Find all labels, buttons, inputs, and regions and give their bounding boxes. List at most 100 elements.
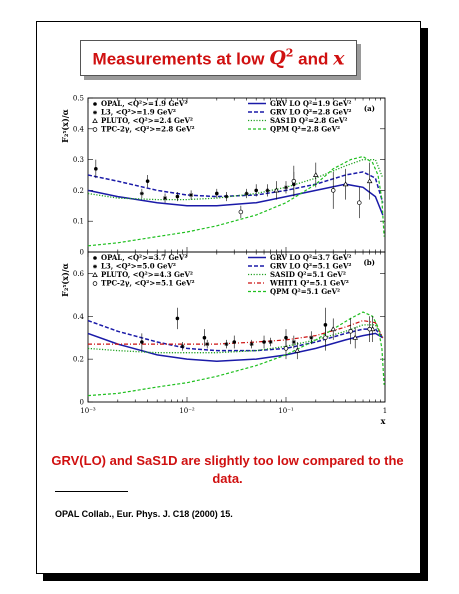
- panel-a-label: (a): [364, 104, 375, 113]
- panel-b-curve-dashdot-red: [88, 319, 384, 345]
- panel-b-point-star: [180, 344, 185, 349]
- panel-a-curve-dashed-green: [88, 155, 385, 247]
- panel-b-point-open-circle: [348, 329, 353, 334]
- panel-a-point-open-circle: [291, 178, 297, 184]
- panel-a-point-triangle: [273, 187, 280, 193]
- panel-b-curve-solid-blue: [88, 332, 384, 363]
- panel-a-legend-data-entry: OPAL, <Q²>=1.9 GeV²: [101, 99, 187, 108]
- panel-a-ytick-label: 0.3: [73, 156, 84, 164]
- panel-b-legend-curve-entry: QPM Q²=5.1 GeV²: [270, 287, 340, 296]
- panel-b-point-star: [309, 335, 314, 340]
- panel-b-curve-dashed-green: [88, 311, 385, 397]
- panel-a-point-filled-circle: [254, 188, 258, 193]
- panel-b-legend-data-entry: PLUTO, <Q²>=4.3 GeV²: [101, 270, 193, 279]
- panel-b-point-star: [268, 340, 273, 344]
- panel-b-xtick-label: 1: [383, 407, 387, 415]
- title-q-exponent: 2: [285, 46, 294, 60]
- slide-frame: [36, 21, 421, 574]
- panel-a-point-star: [224, 194, 229, 199]
- panel-a-point-star: [189, 193, 194, 198]
- panel-a-curve-dashed-blue: [88, 171, 384, 203]
- panel-b-point-filled-circle: [140, 340, 144, 344]
- title-box: Measurements at low Q2 and x: [80, 40, 357, 76]
- panel-b-point-open-circle: [283, 346, 289, 351]
- panel-a-point-filled-circle: [145, 179, 150, 183]
- panel-a-ytick-label: 0.4: [73, 125, 85, 133]
- panel-a-ytick-label: 0.1: [73, 218, 84, 226]
- panel-a-curve-dotted-green: [88, 158, 384, 201]
- panel-b-point-star: [249, 342, 254, 347]
- panel-a-point-triangle: [342, 181, 349, 187]
- panel-b-legend-curve-entry: WHIT1 Q²=5.1 GeV²: [269, 279, 349, 288]
- panel-a-legend-marker-open-circle: [92, 127, 98, 132]
- panel-a-point-star: [284, 185, 288, 190]
- conclusion-text: GRV(LO) and SaS1D are slightly too low c…: [51, 453, 404, 486]
- panel-a-legend-curve-entry: GRV LO Q²=2.8 GeV²: [270, 108, 351, 117]
- panel-b-point-filled-circle: [175, 316, 180, 321]
- footnote-rule: [55, 491, 128, 492]
- panel-b-frame: [87, 251, 386, 403]
- panel-a-point-open-circle: [238, 209, 244, 215]
- panel-a-legend-marker-triangle: [92, 117, 98, 123]
- panel-a-ytick-label: 0.2: [73, 187, 84, 195]
- panel-a-legend-data-entry: L3, <Q²>=1.9 GeV²: [101, 108, 176, 117]
- panel-b-point-star: [205, 342, 210, 347]
- panel-b-ylabel: F₂ˠ(x)/α: [60, 263, 70, 297]
- panel-b-ytick-label: 0.6: [73, 270, 85, 278]
- panel-a-legend-data-entry: TPC-2γ, <Q²>=2.8 GeV²: [101, 125, 195, 134]
- panel-b-legend-curve-entry: GRV LO Q²=3.7 GeV²: [270, 253, 351, 262]
- panel-a-legend-marker-star: [93, 110, 97, 115]
- title-x: x: [333, 47, 345, 70]
- panel-a-point-triangle: [366, 178, 373, 184]
- panel-b-xtick-label: 10⁻²: [179, 407, 195, 415]
- panel-a-ytick-label: 0: [80, 249, 84, 257]
- panel-a-curve-solid-blue: [88, 183, 384, 216]
- panel-a-legend-data-entry: PLUTO, <Q²>=2.4 GeV²: [101, 116, 193, 125]
- panel-a-point-triangle: [313, 171, 319, 177]
- panel-b-curve-dashed-blue: [88, 319, 384, 352]
- panel-b-point-filled-circle: [262, 340, 266, 344]
- panel-b-point-triangle: [352, 334, 358, 340]
- panel-b-point-triangle: [294, 347, 301, 353]
- title-q: Q2: [269, 47, 293, 69]
- panel-b-legend-marker-filled-circle: [93, 256, 97, 260]
- panel-b-point-filled-circle: [232, 340, 237, 344]
- panel-a-point-filled-circle: [215, 191, 219, 196]
- panel-b-legend-data-entry: OPAL, <Q²>=3.7 GeV²: [101, 253, 187, 262]
- title-prefix: Measurements at low: [92, 49, 270, 69]
- panel-b-point-triangle: [330, 326, 337, 332]
- panel-b-legend-data-entry: TPC-2γ, <Q²>=5.1 GeV²: [101, 279, 195, 288]
- panel-a-point-filled-circle: [94, 167, 98, 171]
- panel-a-point-filled-circle: [175, 194, 180, 199]
- panel-a-point-star: [244, 191, 249, 196]
- title-mid: and: [293, 49, 334, 69]
- panel-b-legend-marker-triangle: [92, 271, 98, 277]
- panel-a-legend-curve-entry: GRV LO Q²=1.9 GeV²: [270, 99, 351, 108]
- panel-b-ytick-label: 0.2: [73, 356, 84, 364]
- panel-b-legend-data-entry: L3, <Q²>=5.0 GeV²: [101, 262, 176, 271]
- panel-b-point-star: [291, 340, 296, 344]
- panel-b-point-filled-circle: [202, 335, 207, 340]
- title-q-symbol: Q: [269, 47, 286, 70]
- panel-b-xtick-label: 10⁻¹: [278, 407, 294, 415]
- panel-a-point-star: [265, 188, 270, 193]
- panel-a-ytick-label: 0.5: [73, 95, 84, 103]
- panel-b-legend-marker-star: [93, 264, 97, 269]
- reference-text: OPAL Collab., Eur. Phys. J. C18 (2000) 1…: [55, 509, 233, 519]
- panel-a-legend-curve-entry: QPM Q²=2.8 GeV²: [270, 125, 340, 134]
- panel-b-curve-dotted-green: [88, 324, 384, 354]
- panel-a-point-star: [139, 191, 144, 196]
- panel-b-point-star: [224, 342, 229, 347]
- panel-b-label: (b): [363, 258, 375, 267]
- panel-a-point-open-circle: [330, 188, 336, 193]
- panel-b-ytick-label: 0.4: [73, 313, 85, 321]
- panel-b-ytick-label: 0: [80, 399, 84, 407]
- panel-b-point-open-circle: [367, 326, 372, 332]
- panel-a-legend-curve-entry: SAS1D Q²=2.8 GeV²: [270, 116, 348, 125]
- panel-b-xtick-label: 10⁻³: [80, 407, 96, 415]
- panel-b-legend-curve-entry: SASID Q²=5.1 GeV²: [270, 270, 346, 279]
- panel-a-point-star: [163, 196, 168, 201]
- panel-b-xlabel: x: [381, 416, 386, 426]
- panel-b-point-open-circle: [323, 335, 328, 340]
